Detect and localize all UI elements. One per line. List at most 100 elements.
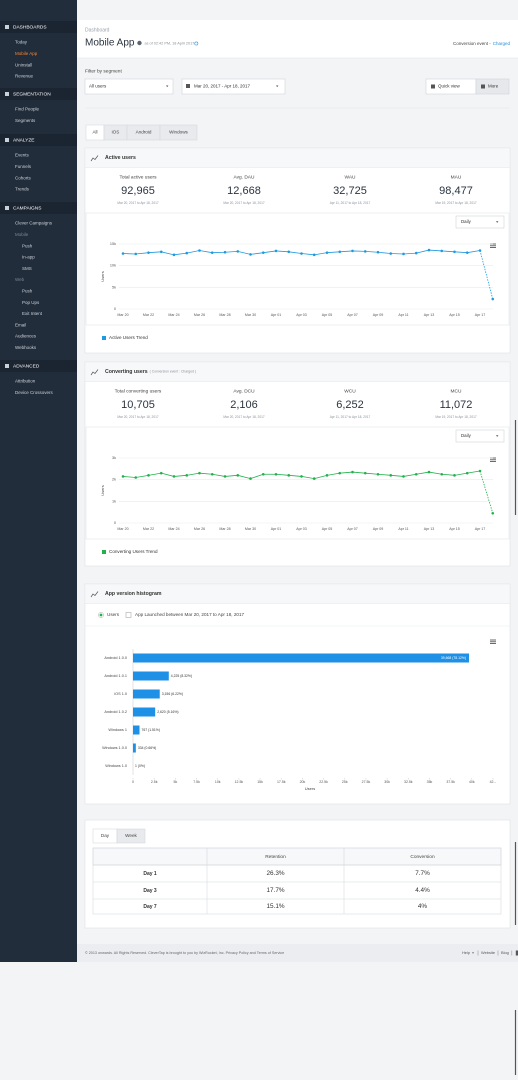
sidebar-icon [5,206,9,210]
sidebar-item[interactable]: Cohorts [15,175,32,180]
date-select[interactable] [181,78,286,95]
x-tick-label: Apr 07 [347,313,358,317]
more-button[interactable] [475,78,510,95]
platform-tab[interactable] [159,124,198,141]
sidebar-section-band [0,88,77,100]
sidebar-item[interactable]: Email [15,322,26,327]
platform-tab-label[interactable]: All [92,130,97,135]
sidebar-item[interactable]: Clever Campaigns [15,221,53,226]
stat-value: 11,072 [440,399,473,411]
interval-tab[interactable] [116,828,146,844]
data-point [172,253,176,257]
x-tick-label: Apr 17 [475,527,486,531]
sidebar-item[interactable]: Attribution [15,379,36,384]
page-title: Mobile App [85,38,135,49]
x-tick-label: Apr 05 [322,527,333,531]
refresh-icon[interactable] [194,41,199,46]
data-point [185,474,189,477]
column-header: Retention [265,854,286,860]
x-tick-label: Apr 15 [449,527,460,531]
data-point [478,469,482,473]
sidebar-item[interactable]: Audiences [15,334,37,339]
platform-tab-label[interactable]: Android [136,130,152,135]
sidebar-item[interactable]: Today [15,40,28,45]
interval-select[interactable] [455,215,505,229]
chart-frame [85,212,510,326]
data-point [338,250,342,254]
y-axis-title: Users [100,485,105,495]
stat-value: 92,965 [121,185,155,197]
panel-header [85,148,510,168]
stat-value: 32,725 [333,185,367,197]
radio-dot [99,613,103,617]
data-point [402,475,405,478]
x-tick-label: 42... [490,780,497,784]
twitter-icon[interactable] [515,950,518,956]
value-label: 767 (1.51%) [141,728,159,732]
conversion-event-link[interactable]: Charged [493,41,511,46]
segment-select[interactable] [84,78,174,95]
data-point [274,249,278,253]
stat-range: Apr 11, 2017 to Apr 18, 2017 [330,415,371,419]
sidebar-item[interactable]: Webhooks [15,345,37,350]
x-tick-label: Mar 30 [245,313,256,317]
checkbox-label[interactable]: App Launched between Mar 20, 2017 to Apr… [135,612,245,617]
sidebar-item[interactable]: Events [15,153,30,158]
data-point [465,471,469,475]
sidebar-item[interactable]: Pop Ups [22,300,40,305]
data-point [491,511,495,515]
stat-range: Mar 20, 2017 to Apr 18, 2017 [223,201,265,205]
footer-link[interactable]: Website [481,950,495,955]
sidebar-item[interactable]: Push [22,288,33,293]
platform-tab-label[interactable]: iOS [112,130,120,135]
footer-link[interactable]: Blog [501,950,509,955]
calendar-icon [186,84,190,88]
panel-title: Converting users [105,369,148,375]
interval-tab-label[interactable]: Week [125,833,137,838]
sidebar-item[interactable]: Revenue [15,74,34,79]
data-point [249,477,252,480]
bar [133,671,169,681]
checkbox[interactable] [125,612,132,618]
stat-range: Mar 20, 2017 to Apr 18, 2017 [117,201,159,205]
sidebar-item[interactable]: Trends [15,187,30,192]
interval-tab-label[interactable]: Day [101,833,110,838]
data-point [287,474,291,477]
filter-label: Filter by segment [85,68,122,74]
sidebar-item[interactable]: Segments [15,118,36,123]
data-point [300,252,303,255]
data-point [453,250,456,254]
footer [77,944,518,962]
platform-tab-label[interactable]: Windows [169,130,188,135]
sidebar-item[interactable]: Mobile App [15,51,38,56]
caret [166,85,169,88]
x-tick-label: Mar 22 [143,313,154,317]
radio-label[interactable]: Users [107,612,120,617]
stat-range: Mar 19, 2017 to Apr 18, 2017 [435,415,477,419]
sidebar-icon [5,92,9,96]
bar [133,743,136,753]
sidebar-item[interactable]: Find People [15,107,40,112]
x-tick-label: Mar 30 [245,527,256,531]
data-point [159,471,163,475]
legend-label[interactable]: Converting Users Trend [109,549,158,554]
legend-label[interactable]: Active Users Trend [109,335,148,340]
interval-value: Daily [461,219,472,224]
y-tick-label: 2k [112,478,116,482]
sidebar-item[interactable]: Push [22,243,33,248]
sidebar-item[interactable]: Uninstall [15,62,32,67]
x-tick-label: Mar 26 [194,527,205,531]
x-tick-label: Apr 13 [424,313,435,317]
breadcrumb[interactable]: Dashboard [85,27,110,33]
data-point [389,474,393,477]
data-point [453,474,456,477]
sidebar-item[interactable]: Funnels [15,164,32,169]
stat-range: Mar 19, 2017 to Apr 18, 2017 [435,201,477,205]
interval-select[interactable] [455,429,505,443]
stat-label: WCU [344,388,356,394]
footer-link[interactable]: Help [462,950,470,955]
sidebar-item[interactable]: SMS [22,266,32,271]
sidebar-item[interactable]: Device Crossovers [15,390,54,395]
sidebar-item[interactable]: In-app [22,255,35,260]
sidebar-item[interactable]: Exit Intent [22,311,43,316]
